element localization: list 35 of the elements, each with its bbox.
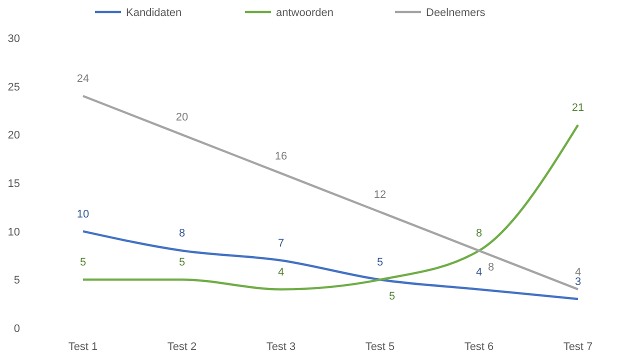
y-tick-label: 0: [14, 323, 20, 335]
data-label: 12: [374, 189, 386, 201]
x-tick-label: Test 6: [464, 341, 494, 353]
data-label: 5: [376, 256, 384, 269]
line-series: [82, 230, 580, 300]
data-label: 8: [488, 262, 494, 274]
x-tick-label: Test 3: [266, 341, 296, 353]
data-label: 10: [76, 208, 90, 220]
y-tick-label: 30: [8, 33, 20, 45]
x-tick-label: Test 2: [167, 341, 197, 353]
data-label: 5: [178, 256, 186, 269]
y-tick-label: 15: [8, 178, 20, 190]
y-tick-label: 25: [8, 81, 20, 94]
data-label: 20: [176, 112, 188, 124]
legend-label: antwoorden: [276, 7, 334, 19]
data-label: 24: [76, 73, 90, 85]
x-tick-label: Test 7: [563, 341, 593, 353]
data-label: 5: [388, 290, 396, 303]
data-label: 7: [278, 237, 284, 250]
data-label: 5: [80, 256, 86, 269]
data-label: 4: [278, 266, 284, 278]
x-tick-label: Test 1: [68, 341, 98, 353]
data-label: 4: [476, 266, 482, 278]
data-label: 8: [476, 228, 482, 240]
data-label: 16: [274, 150, 288, 162]
y-tick-label: 20: [8, 130, 20, 142]
data-label: 21: [572, 102, 584, 114]
y-tick-label: 10: [8, 226, 20, 238]
data-label: 3: [574, 276, 582, 288]
legend-label: Deelnemers: [426, 7, 486, 19]
y-tick-label: 5: [14, 274, 20, 287]
x-tick-label: Test 5: [365, 341, 395, 353]
data-label: 8: [178, 228, 186, 240]
legend-label: Kandidaten: [126, 7, 182, 19]
data-label: 4: [574, 266, 582, 278]
